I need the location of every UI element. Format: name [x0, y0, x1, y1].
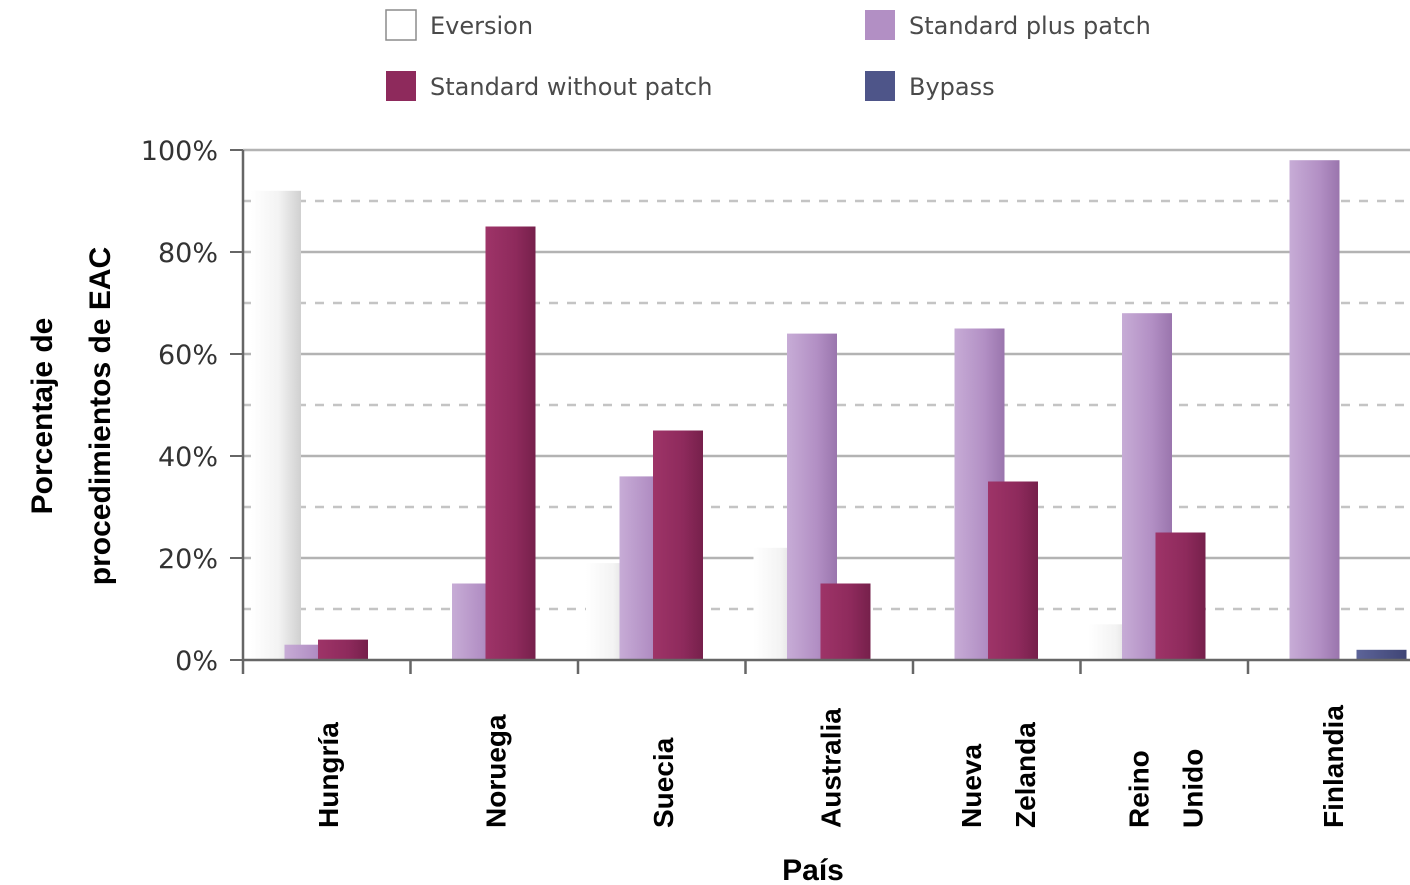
bars	[251, 160, 1407, 661]
bar-eversion-hungria	[251, 190, 301, 661]
legend-label-eversion: Eversion	[430, 12, 533, 40]
y-tick-label: 0%	[175, 646, 218, 677]
bar-standard-without-patch-nueva-zelanda	[988, 481, 1038, 660]
x-category-label: Hungría	[313, 722, 344, 828]
legend-swatch-standard-plus-patch	[865, 10, 895, 40]
y-axis-ticks: 0% 20% 40% 60% 80% 100%	[141, 136, 243, 677]
x-axis-title: País	[782, 854, 844, 885]
x-category-label: Reino	[1124, 750, 1155, 828]
y-tick-label: 40%	[158, 442, 218, 473]
axes	[241, 150, 1410, 674]
x-category-label: Noruega	[481, 714, 512, 828]
bar-standard-without-patch-hungria	[318, 639, 368, 660]
y-axis-title-line: procedimientos de EAC	[84, 247, 117, 585]
bar-bypass-finlandia	[1356, 649, 1407, 660]
legend-label-standard-plus-patch: Standard plus patch	[909, 12, 1151, 40]
x-category-label: Nueva	[956, 744, 987, 828]
y-axis-title: Porcentaje de procedimientos de EAC	[26, 247, 117, 585]
x-category-label: Finlandia	[1318, 705, 1349, 828]
bar-standard-without-patch-suecia	[653, 430, 703, 660]
legend-swatch-bypass	[865, 71, 895, 101]
x-category-label: Unido	[1178, 749, 1209, 828]
y-tick-label: 80%	[158, 238, 218, 269]
bar-standard-without-patch-australia	[820, 583, 871, 660]
y-tick-label: 20%	[158, 544, 218, 575]
y-tick-label: 60%	[158, 340, 218, 371]
legend-swatch-eversion	[385, 9, 417, 41]
x-category-label: Australia	[816, 708, 847, 828]
legend-swatch-standard-without-patch	[386, 71, 416, 101]
x-category-label: Zelanda	[1010, 722, 1041, 828]
x-category-label: Suecia	[648, 737, 679, 828]
y-tick-label: 100%	[141, 136, 218, 167]
legend-label-standard-without-patch: Standard without patch	[430, 73, 712, 101]
legend: Eversion Standard plus patch Standard with…	[385, 9, 1151, 101]
bar-standard-without-patch-noruega	[485, 226, 536, 660]
y-axis-title-line: Porcentaje de	[26, 318, 59, 515]
bar-standard-without-patch-reino-unido	[1155, 532, 1206, 660]
bar-standard-plus-patch-finlandia	[1289, 160, 1340, 660]
legend-label-bypass: Bypass	[909, 73, 995, 101]
x-axis-categories: Hungría Noruega Suecia Australia Nueva Zeland…	[313, 705, 1349, 828]
